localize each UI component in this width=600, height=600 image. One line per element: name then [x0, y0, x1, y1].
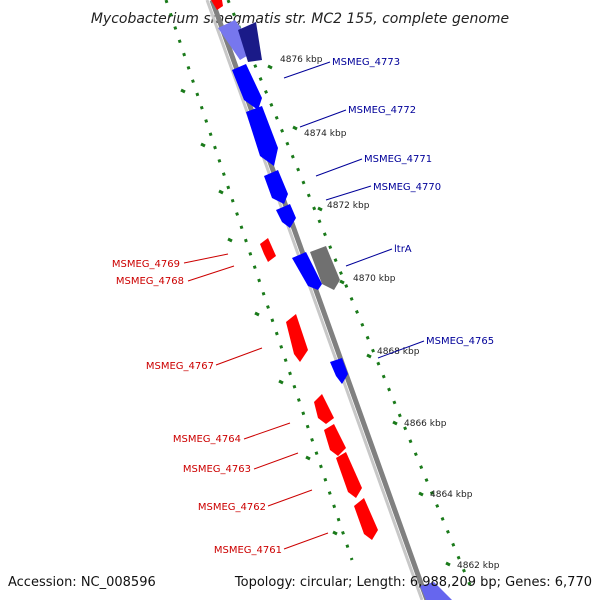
inner-major-tick: [332, 530, 338, 536]
label-leader-line: [267, 489, 313, 507]
gene-label-forward[interactable]: MSMEG_4765: [426, 336, 494, 347]
inner-major-tick: [180, 88, 186, 94]
gene-label-forward[interactable]: MSMEG_4770: [373, 182, 441, 193]
gene-label-reverse[interactable]: MSMEG_4763: [183, 464, 251, 475]
inner-major-tick: [305, 455, 311, 461]
gene-label-reverse[interactable]: MSMEG_4769: [112, 259, 180, 270]
label-leader-line: [187, 265, 235, 282]
reverse-genes[interactable]: [211, 0, 378, 540]
backbone-highlight: [205, 0, 424, 600]
gene-arrow-reverse[interactable]: [260, 238, 276, 262]
gene-label-forward[interactable]: MSMEG_4772: [348, 105, 416, 116]
gene-arrow-reverse[interactable]: [286, 314, 308, 362]
accession-text: Accession: NC_008596: [8, 575, 156, 590]
gene-arrow-forward[interactable]: [264, 170, 288, 204]
gene-arrow-reverse[interactable]: [354, 498, 378, 540]
outer-major-tick: [317, 206, 323, 212]
topology-text: Topology: circular; Length: 6,988,209 bp…: [234, 575, 592, 590]
gene-arrow-reverse[interactable]: [314, 394, 334, 424]
outer-major-tick: [339, 279, 345, 285]
gene-label-forward[interactable]: ltrA: [394, 244, 412, 255]
label-leader-line: [299, 109, 347, 128]
gene-arrow-forward[interactable]: [292, 252, 322, 290]
label-leader-line: [183, 253, 229, 264]
tick-label: 4864 kbp: [430, 490, 473, 500]
label-leader-line: [345, 248, 393, 267]
gene-arrow-reverse[interactable]: [211, 0, 223, 10]
tick-rings: [164, 0, 474, 591]
gene-label-forward[interactable]: MSMEG_4773: [332, 57, 400, 68]
tick-label: 4876 kbp: [280, 55, 323, 65]
inner-major-tick: [200, 142, 206, 148]
tick-label: 4866 kbp: [404, 419, 447, 429]
label-leader-line: [377, 340, 425, 359]
gene-label-reverse[interactable]: MSMEG_4767: [146, 361, 214, 372]
gene-arrow-forward[interactable]: [246, 106, 278, 166]
outer-major-tick: [392, 420, 398, 426]
gene-arrow-forward[interactable]: [276, 204, 296, 228]
gene-arrow-forward[interactable]: [238, 22, 262, 62]
outer-major-tick: [267, 64, 273, 70]
gene-label-reverse[interactable]: MSMEG_4761: [214, 545, 282, 556]
label-leader-line: [325, 185, 372, 201]
forward-gene-labels: MSMEG_4773 MSMEG_4772 MSMEG_4771 MSMEG_4…: [283, 57, 494, 359]
tick-labels: 4876 kbp 4874 kbp 4872 kbp 4870 kbp 4868…: [280, 55, 500, 571]
inner-major-tick: [218, 189, 224, 195]
reverse-gene-labels: MSMEG_4769 MSMEG_4768 MSMEG_4767 MSMEG_4…: [112, 253, 329, 556]
label-leader-line: [283, 532, 329, 550]
outer-major-tick: [292, 125, 298, 131]
outer-major-tick: [445, 561, 451, 567]
gene-arrow-forward[interactable]: [420, 582, 452, 600]
gene-label-reverse[interactable]: MSMEG_4768: [116, 276, 184, 287]
inner-major-tick: [254, 311, 260, 317]
gene-label-reverse[interactable]: MSMEG_4762: [198, 502, 266, 513]
gene-arrow-reverse[interactable]: [324, 424, 346, 456]
gene-arrow-reverse[interactable]: [336, 452, 362, 498]
gene-arrow-forward[interactable]: [232, 64, 262, 110]
gene-label-reverse[interactable]: MSMEG_4764: [173, 434, 241, 445]
tick-label: 4868 kbp: [377, 347, 420, 357]
outer-major-tick: [366, 353, 372, 359]
gene-arrow-rna[interactable]: [310, 246, 340, 290]
outer-dotted-ring: [226, 0, 474, 591]
label-leader-line: [253, 452, 299, 470]
tick-label: 4872 kbp: [327, 201, 370, 211]
inner-major-tick: [227, 237, 233, 243]
inner-dotted-ring: [164, 0, 354, 561]
map-title: Mycobacterium smegmatis str. MC2 155, co…: [91, 11, 509, 27]
label-leader-line: [315, 158, 363, 177]
tick-label: 4874 kbp: [304, 129, 347, 139]
label-leader-line: [215, 347, 263, 366]
outer-major-tick: [418, 491, 424, 497]
gene-arrow-forward[interactable]: [330, 358, 348, 384]
gene-label-forward[interactable]: MSMEG_4771: [364, 154, 432, 165]
label-leader-line: [243, 422, 291, 440]
tick-label: 4870 kbp: [353, 274, 396, 284]
inner-major-tick: [278, 379, 284, 385]
forward-genes[interactable]: [218, 20, 452, 600]
label-leader-line: [283, 61, 331, 79]
tick-label: 4862 kbp: [457, 561, 500, 571]
